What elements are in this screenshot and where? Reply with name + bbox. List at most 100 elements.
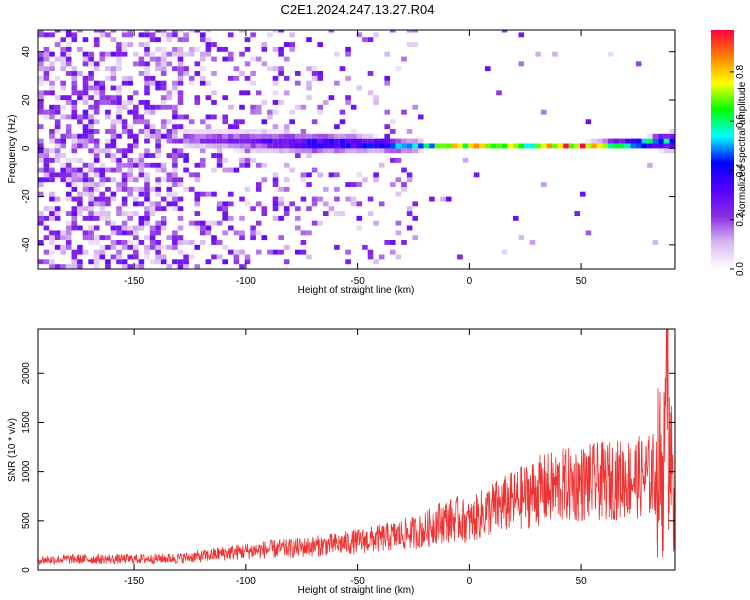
heat-cell — [133, 109, 139, 115]
heat-cell — [93, 235, 100, 241]
heat-cell — [177, 80, 184, 86]
heat-cell — [574, 211, 580, 216]
heat-cell — [121, 186, 128, 192]
heat-cell — [311, 133, 318, 139]
heat-cell — [339, 211, 346, 216]
heat-cell — [54, 30, 61, 33]
spectrogram-y-axis: -40 -20 0 20 40 — [21, 46, 675, 252]
heat-cell — [166, 138, 173, 144]
heat-cell — [228, 51, 234, 57]
heat-cell — [116, 211, 122, 216]
heat-cell — [356, 182, 363, 187]
heat-cell — [155, 80, 161, 86]
heat-cell — [345, 95, 351, 101]
heat-cell — [49, 240, 55, 245]
heat-cell — [65, 167, 72, 173]
heat-cell — [121, 75, 128, 81]
heat-cell — [602, 138, 608, 144]
heat-cell — [412, 235, 418, 241]
heat-cell — [38, 153, 44, 158]
heat-cell — [82, 90, 89, 96]
heat-cell — [222, 157, 228, 163]
heat-cell — [166, 32, 173, 38]
heat-cell — [82, 235, 89, 241]
heat-cell — [54, 129, 61, 134]
heat-cell — [116, 230, 122, 236]
heat-cell — [429, 143, 435, 149]
heat-cell — [395, 254, 402, 260]
heat-cell — [93, 80, 100, 86]
heat-cell — [624, 138, 631, 144]
heat-cell — [93, 249, 100, 255]
heat-cell — [255, 220, 262, 226]
heat-cell — [149, 109, 156, 115]
heat-cell — [283, 129, 290, 134]
heat-cell — [82, 172, 89, 178]
heat-cell — [60, 104, 66, 110]
heat-cell — [350, 133, 357, 139]
heat-cell — [43, 66, 50, 72]
heat-cell — [43, 259, 50, 265]
heat-cell — [194, 191, 201, 197]
heat-cell — [149, 225, 156, 231]
heat-cell — [300, 196, 307, 202]
heat-cell — [144, 42, 150, 47]
heat-cell — [479, 143, 485, 149]
heat-cell — [406, 129, 413, 134]
heat-cell — [65, 30, 72, 33]
heat-cell — [65, 157, 72, 163]
heat-cell — [306, 153, 312, 158]
heat-cell — [43, 75, 50, 81]
heat-cell — [144, 124, 150, 130]
heat-cell — [121, 51, 128, 57]
heat-cell — [473, 172, 480, 178]
heat-cell — [77, 196, 83, 202]
heat-cell — [88, 148, 94, 154]
heat-cell — [43, 71, 50, 76]
heat-cell — [49, 61, 55, 67]
heat-cell — [356, 143, 363, 149]
heat-cell — [155, 254, 161, 260]
heat-cell — [518, 235, 525, 241]
heat-cell — [93, 259, 100, 265]
heat-cell — [412, 30, 418, 33]
heat-cell — [43, 90, 50, 96]
heat-cell — [211, 220, 217, 226]
heat-cell — [121, 225, 128, 231]
heat-cell — [188, 220, 195, 226]
heat-cell — [116, 61, 122, 67]
heat-cell — [216, 162, 223, 168]
heat-cell — [334, 143, 340, 149]
heat-cell — [166, 61, 173, 67]
heat-cell — [239, 143, 245, 149]
heat-cell — [317, 42, 323, 47]
heat-cell — [278, 51, 284, 57]
heat-cell — [177, 249, 184, 255]
heat-cell — [362, 37, 368, 43]
heat-cell — [652, 143, 659, 149]
heat-cell — [250, 148, 256, 154]
heat-cell — [457, 143, 463, 149]
heat-cell — [267, 138, 273, 144]
heat-cell — [138, 162, 145, 168]
heat-cell — [65, 211, 72, 216]
heat-cell — [552, 51, 558, 57]
heat-cell — [71, 37, 78, 43]
heat-cell — [278, 30, 284, 33]
x-tick-label: -100 — [236, 276, 256, 287]
heat-cell — [362, 148, 368, 154]
heat-cell — [88, 133, 94, 139]
heat-cell — [60, 114, 66, 120]
heat-cell — [188, 119, 195, 125]
heat-cell — [289, 109, 295, 115]
heat-cell — [473, 143, 480, 149]
heat-cell — [166, 104, 173, 110]
heat-cell — [77, 206, 83, 212]
heat-cell — [211, 42, 217, 47]
heat-cell — [635, 61, 642, 67]
heat-cell — [490, 143, 497, 149]
heat-cell — [216, 206, 223, 212]
heat-cell — [49, 196, 55, 202]
heat-cell — [328, 172, 335, 178]
heat-cell — [200, 32, 206, 38]
